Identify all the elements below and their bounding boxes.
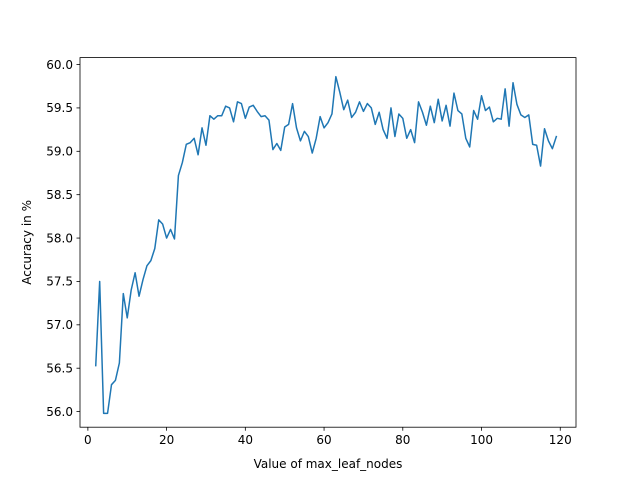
y-tick-label: 57.5 <box>46 275 73 289</box>
plot-frame <box>79 57 577 428</box>
y-tick-label: 57.0 <box>46 318 73 332</box>
x-tick-label: 20 <box>159 433 174 447</box>
x-tick-label: 120 <box>549 433 572 447</box>
x-tick-label: 0 <box>84 433 92 447</box>
series-line <box>94 75 558 415</box>
y-axis-ticks: 56.0 56.5 57.0 57.5 58.0 58.5 59.0 59.5 60.0 <box>46 58 80 419</box>
x-tick-label: 40 <box>238 433 253 447</box>
x-tick-label: 100 <box>470 433 493 447</box>
y-tick-label: 56.5 <box>46 362 73 376</box>
y-tick-label: 60.0 <box>46 58 73 72</box>
x-axis-ticks: 0 20 40 60 80 100 120 <box>84 427 572 447</box>
series-group <box>94 75 558 415</box>
y-tick-label: 59.5 <box>46 101 73 115</box>
x-tick-label: 60 <box>316 433 331 447</box>
y-tick-label: 56.0 <box>46 405 73 419</box>
y-tick-label: 59.0 <box>46 145 73 159</box>
y-axis-label: Accuracy in % <box>20 200 34 285</box>
y-tick-label: 58.0 <box>46 231 73 245</box>
x-axis-label: Value of max_leaf_nodes <box>254 457 403 471</box>
y-tick-label: 58.5 <box>46 188 73 202</box>
x-tick-label: 80 <box>395 433 410 447</box>
